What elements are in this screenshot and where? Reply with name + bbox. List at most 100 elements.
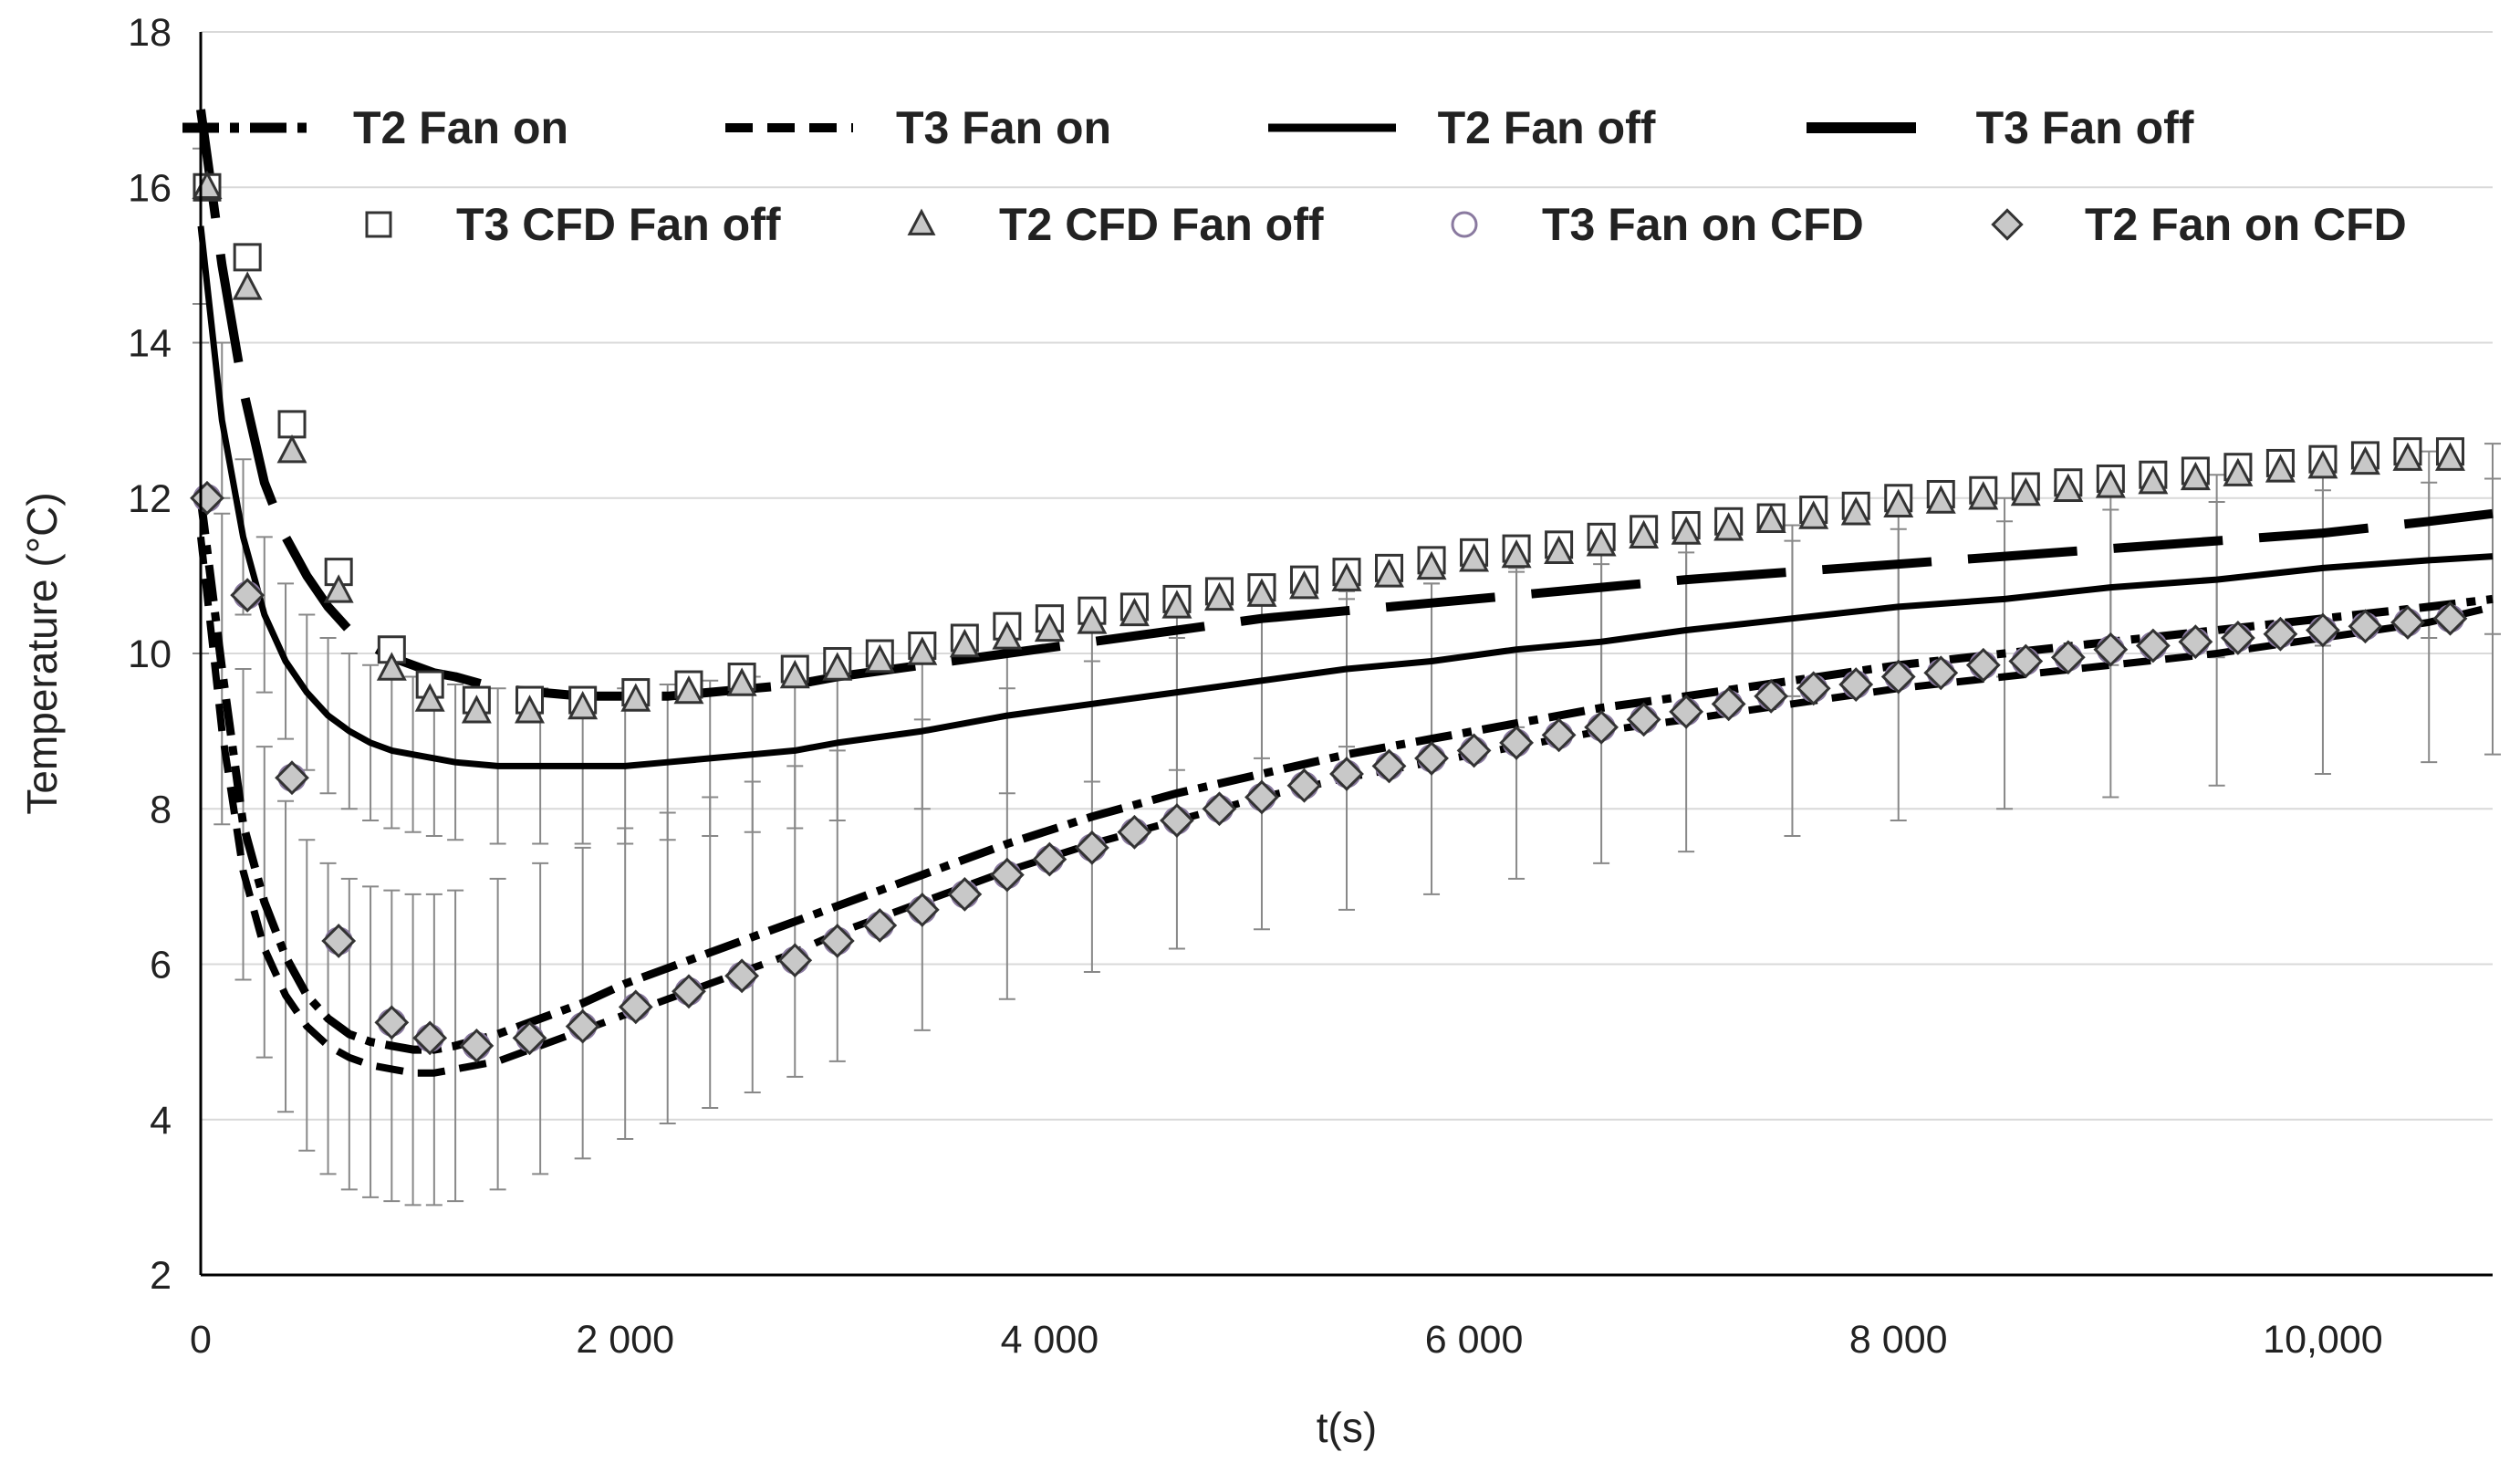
- data-point-triangle: [2053, 473, 2084, 502]
- data-point-diamond: [1202, 791, 1237, 827]
- legend-label: T2 Fan off: [1438, 102, 1656, 153]
- data-point-diamond: [512, 1020, 547, 1056]
- data-point-triangle: [907, 636, 938, 665]
- data-point-diamond: [321, 924, 357, 958]
- data-point-triangle: [232, 271, 263, 300]
- legend-item: T3 CFD Fan off: [365, 199, 781, 250]
- data-point-diamond: [2093, 632, 2129, 667]
- data-point-diamond: [1160, 803, 1194, 838]
- data-point-diamond: [2306, 612, 2340, 648]
- x-tick-label: 2 000: [576, 1318, 674, 1362]
- data-point-triangle: [1416, 550, 1447, 580]
- series-markers: [190, 170, 2468, 1063]
- data-point-diamond: [1074, 830, 1109, 865]
- data-point-diamond: [1329, 757, 1364, 791]
- data-point-triangle: [1883, 488, 1914, 517]
- y-tick-label: 16: [128, 166, 172, 210]
- data-point-triangle: [620, 683, 651, 712]
- y-tick-label: 4: [150, 1099, 172, 1143]
- data-point-diamond: [819, 924, 855, 958]
- data-point-triangle: [323, 574, 354, 603]
- data-point-triangle: [1459, 543, 1490, 572]
- data-point-diamond: [565, 1008, 600, 1044]
- data-point-diamond: [1286, 768, 1322, 803]
- data-point-diamond: [1371, 748, 1407, 784]
- x-tick-label: 6 000: [1425, 1318, 1524, 1362]
- data-point-diamond: [190, 480, 224, 516]
- legend-label: T3 Fan off: [1976, 102, 2194, 153]
- data-point-triangle: [1501, 538, 1532, 569]
- y-tick-label: 12: [128, 477, 172, 521]
- data-point-triangle: [992, 621, 1023, 650]
- data-point-triangle: [515, 695, 546, 724]
- data-point-triangle: [1586, 528, 1617, 557]
- y-axis-ticks: 2 4 6 8 10 12 14 16 18: [128, 11, 172, 1298]
- data-point-triangle: [779, 659, 810, 689]
- x-tick-label: 8 000: [1849, 1318, 1948, 1362]
- data-point-triangle: [2349, 445, 2380, 475]
- legend-item: T3 Fan on CFD: [1451, 199, 1864, 250]
- series-line-t3-fan-off: [196, 109, 2494, 701]
- data-point-diamond: [1923, 655, 1959, 691]
- data-point-diamond: [2008, 643, 2044, 679]
- data-point-diamond: [1117, 814, 1152, 850]
- data-point-triangle: [376, 652, 407, 681]
- legend-item: T2 Fan off: [1268, 102, 1656, 153]
- data-point-diamond: [1244, 779, 1279, 815]
- data-point-diamond: [2220, 621, 2255, 655]
- data-point-triangle: [822, 652, 853, 681]
- data-point-triangle: [276, 434, 307, 464]
- legend-item: T2 Fan on: [182, 102, 568, 153]
- data-point-triangle: [1629, 519, 1660, 549]
- data-point-triangle: [1161, 590, 1192, 619]
- y-axis-title: Temperature (°C): [18, 492, 66, 814]
- data-point-diamond: [2390, 605, 2425, 640]
- data-point-diamond: [1965, 647, 2001, 683]
- data-point-diamond: [904, 892, 940, 927]
- series-lines: [196, 109, 2494, 1077]
- data-point-triangle: [1077, 605, 1108, 634]
- data-point-diamond: [374, 1005, 410, 1040]
- data-point-triangle: [1331, 562, 1362, 591]
- data-point-diamond: [947, 876, 983, 912]
- data-point-diamond: [1626, 702, 1661, 737]
- legend-label: T3 Fan on: [896, 102, 1111, 153]
- data-point-triangle: [1034, 612, 1065, 642]
- data-point-triangle: [2138, 465, 2169, 495]
- data-point-diamond: [1838, 667, 1874, 702]
- legend-label: T2 CFD Fan off: [999, 199, 1324, 250]
- data-point-diamond: [459, 1028, 495, 1063]
- legend: T2 Fan on T3 Fan on T2 Fan off T3 Fan off T3…: [182, 102, 2407, 250]
- legend-label: T3 Fan on CFD: [1542, 199, 1864, 250]
- data-point-diamond: [1499, 725, 1534, 760]
- data-point-triangle: [568, 690, 599, 720]
- data-point-diamond: [2263, 616, 2298, 652]
- data-point-triangle: [1203, 581, 1234, 611]
- data-point-diamond: [230, 578, 266, 613]
- data-point-diamond: [2050, 640, 2086, 675]
- x-tick-label: 4 000: [1001, 1318, 1099, 1362]
- data-point-diamond: [1032, 841, 1067, 877]
- legend-marker-diamond: [1991, 208, 2024, 241]
- data-point-diamond: [1669, 694, 1704, 729]
- series-line-t2-fan-off: [197, 225, 2494, 769]
- data-point-triangle: [2010, 476, 2041, 507]
- series-line-t2-fan-on: [196, 497, 2494, 1054]
- data-point-diamond: [412, 1020, 448, 1056]
- series-line-t3-fan-on: [197, 536, 2494, 1077]
- data-point-square: [277, 410, 307, 439]
- legend-item: T2 CFD Fan off: [907, 199, 1324, 250]
- data-point-diamond: [1541, 717, 1577, 753]
- y-tick-label: 14: [128, 322, 172, 366]
- data-point-diamond: [275, 760, 309, 796]
- x-tick-label: 10,000: [2263, 1318, 2383, 1362]
- data-point-diamond: [2432, 601, 2468, 636]
- y-tick-label: 10: [128, 632, 172, 676]
- data-point-diamond: [1796, 671, 1831, 706]
- data-point-triangle: [414, 683, 445, 712]
- legend-item: T3 Fan off: [1807, 102, 2194, 153]
- data-point-diamond: [618, 989, 653, 1025]
- legend-marker-circle: [1451, 211, 1478, 238]
- data-point-triangle: [2095, 469, 2126, 498]
